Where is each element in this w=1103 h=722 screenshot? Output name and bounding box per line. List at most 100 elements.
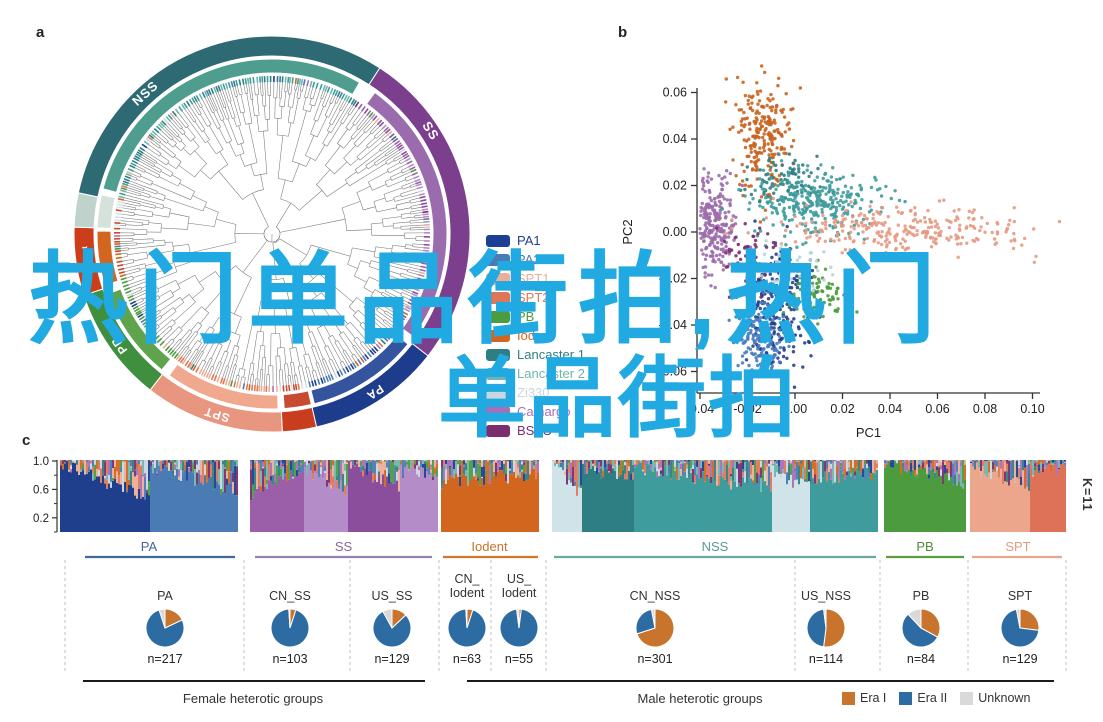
legend-swatch bbox=[486, 348, 510, 361]
b-xtick: 0.04 bbox=[878, 402, 902, 416]
inner-ring-segment bbox=[106, 288, 172, 371]
b-ytick: -0.02 bbox=[659, 272, 688, 286]
panel-c-letter: c bbox=[22, 432, 31, 449]
pie-title: SPT bbox=[1008, 589, 1033, 603]
c-ytick: 0.2 bbox=[33, 513, 49, 525]
pie-title: US_NSS bbox=[801, 589, 851, 603]
unknown-label: Unknown bbox=[978, 691, 1031, 705]
pie-title: PA bbox=[157, 589, 173, 603]
admixture-block-PB bbox=[884, 460, 966, 532]
b-xtick: 0.06 bbox=[925, 402, 949, 416]
female-groups-line bbox=[83, 680, 425, 682]
panel-a-letter: a bbox=[36, 24, 45, 41]
panel-b-letter: b bbox=[618, 24, 628, 41]
pie-title: CN_SS bbox=[269, 589, 311, 603]
pie-PB: PB n=84 bbox=[901, 589, 941, 666]
panel-a-legend: PA1 PA2 SPT1 SPT2 PB Iodent Lancaster 1 Lancast… bbox=[486, 231, 585, 440]
legend-item-lancaster-2: Lancaster 2 bbox=[486, 364, 585, 383]
c-ytick: 1.0 bbox=[33, 456, 49, 468]
b-scatter-points bbox=[698, 64, 1062, 389]
radial-tree bbox=[120, 82, 424, 386]
b-ytick: -0.06 bbox=[659, 365, 688, 379]
legend-swatch bbox=[486, 405, 510, 418]
inner-ring-segment bbox=[310, 334, 409, 405]
pie-n-label: n=55 bbox=[505, 652, 533, 666]
unknown-legend-item: Unknown bbox=[960, 691, 1030, 705]
pie-US_Iodent: US_Iodent n=55 bbox=[499, 572, 539, 666]
pie-title: US_SS bbox=[372, 589, 413, 603]
legend-item-lancaster-1: Lancaster 1 bbox=[486, 345, 585, 364]
legend-swatch bbox=[486, 367, 510, 380]
legend-swatch bbox=[486, 291, 510, 304]
pie-n-label: n=63 bbox=[453, 652, 481, 666]
pie-title: Iodent bbox=[450, 586, 485, 600]
b-xtick: 0.08 bbox=[973, 402, 997, 416]
b-ytick: -0.04 bbox=[659, 318, 688, 332]
inner-ring-segment bbox=[96, 194, 116, 229]
legend-swatch bbox=[486, 386, 510, 399]
b-ylabel: PC2 bbox=[620, 219, 635, 244]
pie-US_SS: US_SS n=129 bbox=[372, 589, 413, 666]
c-group-label-PB: PB bbox=[916, 539, 933, 554]
b-xtick: 0.02 bbox=[830, 402, 854, 416]
c-group-label-SPT: SPT bbox=[1005, 539, 1030, 554]
legend-item-label: PB bbox=[517, 309, 535, 324]
legend-item-label: Lancaster 1 bbox=[517, 347, 585, 362]
pie-n-label: n=129 bbox=[374, 652, 409, 666]
era-legend: Era I Era II Unknown bbox=[842, 691, 1030, 705]
pie-US_NSS: US_NSS n=114 bbox=[801, 589, 851, 666]
legend-item-camargo: Camargo bbox=[486, 402, 585, 421]
legend-item-label: PA2 bbox=[517, 252, 541, 267]
legend-swatch bbox=[486, 253, 510, 266]
pie-title: Iodent bbox=[502, 586, 537, 600]
pie-CN_Iodent: CN_Iodent n=63 bbox=[447, 572, 487, 666]
era2-label: Era II bbox=[917, 691, 948, 705]
pie-n-label: n=129 bbox=[1002, 652, 1037, 666]
pie-title: US_ bbox=[507, 572, 532, 586]
admixture-block-SPT bbox=[970, 460, 1066, 532]
legend-swatch bbox=[486, 329, 510, 342]
male-groups-line bbox=[467, 680, 1054, 682]
legend-item-label: Lancaster 2 bbox=[517, 366, 585, 381]
watermark-line1: 热门单品街拍,热门 bbox=[28, 244, 946, 356]
legend-swatch bbox=[486, 310, 510, 323]
inner-ring-segment bbox=[102, 58, 361, 193]
pie-CN_SS: CN_SS n=103 bbox=[269, 589, 311, 666]
legend-item-label: BSSS bbox=[517, 423, 552, 438]
b-ytick: 0.00 bbox=[663, 225, 687, 239]
pie-title: PB bbox=[913, 589, 930, 603]
legend-item-label: PA1 bbox=[517, 233, 541, 248]
c-group-label-PA: PA bbox=[141, 539, 158, 554]
inner-ring-segment bbox=[282, 390, 312, 410]
pie-CN_NSS: CN_NSS n=301 bbox=[630, 589, 681, 666]
b-ytick: 0.02 bbox=[663, 179, 687, 193]
outer-ring-segment bbox=[280, 406, 318, 433]
era1-legend-item: Era I bbox=[842, 691, 886, 705]
b-xtick: 0.00 bbox=[783, 402, 807, 416]
legend-item-spt1: SPT1 bbox=[486, 269, 585, 288]
era1-swatch bbox=[842, 691, 855, 705]
legend-item-spt2: SPT2 bbox=[486, 288, 585, 307]
inner-ring-segment bbox=[365, 91, 448, 338]
inner-ring-segment bbox=[168, 363, 279, 410]
k-value-label: K=11 bbox=[1080, 478, 1094, 512]
legend-item-zi330: Zi330 bbox=[486, 383, 585, 402]
leaf-tip-ticks bbox=[113, 75, 431, 393]
b-xtick: -0.04 bbox=[686, 402, 715, 416]
b-xtick: -0.02 bbox=[733, 402, 762, 416]
pie-n-label: n=84 bbox=[907, 652, 935, 666]
c-ytick: 0.6 bbox=[33, 484, 49, 496]
pie-title: CN_NSS bbox=[630, 589, 681, 603]
legend-item-label: Zi330 bbox=[517, 385, 550, 400]
pie-n-label: n=114 bbox=[809, 652, 843, 666]
watermark-line2: 单品街拍 bbox=[438, 349, 799, 448]
panel-b-scatter: 0.06 0.04 0.02 0.00 -0.02 -0.04 -0.06 -0.04 -0.0… bbox=[620, 64, 1062, 440]
pie-n-label: n=217 bbox=[147, 652, 182, 666]
b-xtick: 0.10 bbox=[1020, 402, 1044, 416]
female-groups-label: Female heterotic groups bbox=[182, 691, 324, 706]
legend-item-iodent: Iodent bbox=[486, 326, 585, 345]
legend-item-pb: PB bbox=[486, 307, 585, 326]
era2-swatch bbox=[899, 691, 913, 705]
